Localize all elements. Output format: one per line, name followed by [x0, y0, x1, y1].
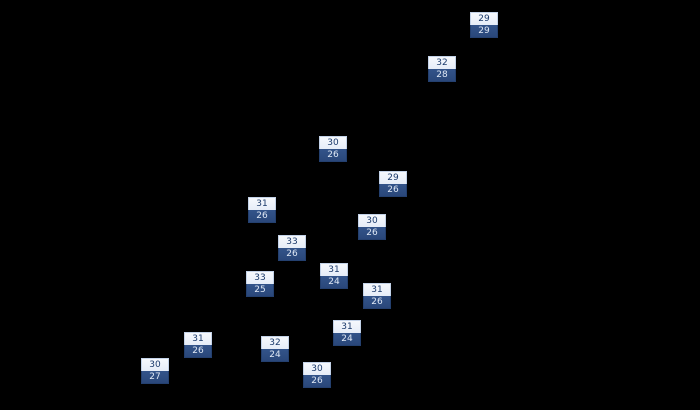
data-point-bottom-value: 24 [320, 276, 348, 289]
data-point-label: 31 24 [320, 263, 348, 289]
data-point-label: 33 26 [278, 235, 306, 261]
data-point-top-value: 32 [261, 336, 289, 349]
data-point-label: 31 26 [248, 197, 276, 223]
data-point-top-value: 30 [319, 136, 347, 149]
data-point-top-value: 30 [141, 358, 169, 371]
data-point-top-value: 31 [333, 320, 361, 333]
data-point-bottom-value: 26 [319, 149, 347, 162]
data-point-label: 31 26 [363, 283, 391, 309]
data-point-bottom-value: 26 [363, 296, 391, 309]
data-point-top-value: 29 [470, 12, 498, 25]
data-point-top-value: 33 [246, 271, 274, 284]
data-point-top-value: 33 [278, 235, 306, 248]
data-point-top-value: 32 [428, 56, 456, 69]
data-point-label: 30 26 [319, 136, 347, 162]
data-point-label: 32 24 [261, 336, 289, 362]
data-point-top-value: 30 [303, 362, 331, 375]
data-point-top-value: 30 [358, 214, 386, 227]
data-point-bottom-value: 25 [246, 284, 274, 297]
data-point-top-value: 31 [363, 283, 391, 296]
data-point-label: 31 26 [184, 332, 212, 358]
data-point-label: 31 24 [333, 320, 361, 346]
data-point-bottom-value: 26 [184, 345, 212, 358]
data-point-label: 29 26 [379, 171, 407, 197]
data-point-top-value: 31 [248, 197, 276, 210]
data-point-bottom-value: 24 [333, 333, 361, 346]
data-point-label: 32 28 [428, 56, 456, 82]
data-point-bottom-value: 26 [248, 210, 276, 223]
data-point-top-value: 31 [184, 332, 212, 345]
data-point-label: 30 26 [303, 362, 331, 388]
data-point-label: 30 27 [141, 358, 169, 384]
data-point-bottom-value: 27 [141, 371, 169, 384]
data-point-label: 30 26 [358, 214, 386, 240]
data-point-label: 33 25 [246, 271, 274, 297]
data-point-label: 29 29 [470, 12, 498, 38]
data-point-bottom-value: 24 [261, 349, 289, 362]
data-point-bottom-value: 28 [428, 69, 456, 82]
data-point-top-value: 29 [379, 171, 407, 184]
data-point-top-value: 31 [320, 263, 348, 276]
data-point-bottom-value: 29 [470, 25, 498, 38]
data-point-bottom-value: 26 [278, 248, 306, 261]
data-point-bottom-value: 26 [358, 227, 386, 240]
data-point-bottom-value: 26 [303, 375, 331, 388]
data-point-bottom-value: 26 [379, 184, 407, 197]
